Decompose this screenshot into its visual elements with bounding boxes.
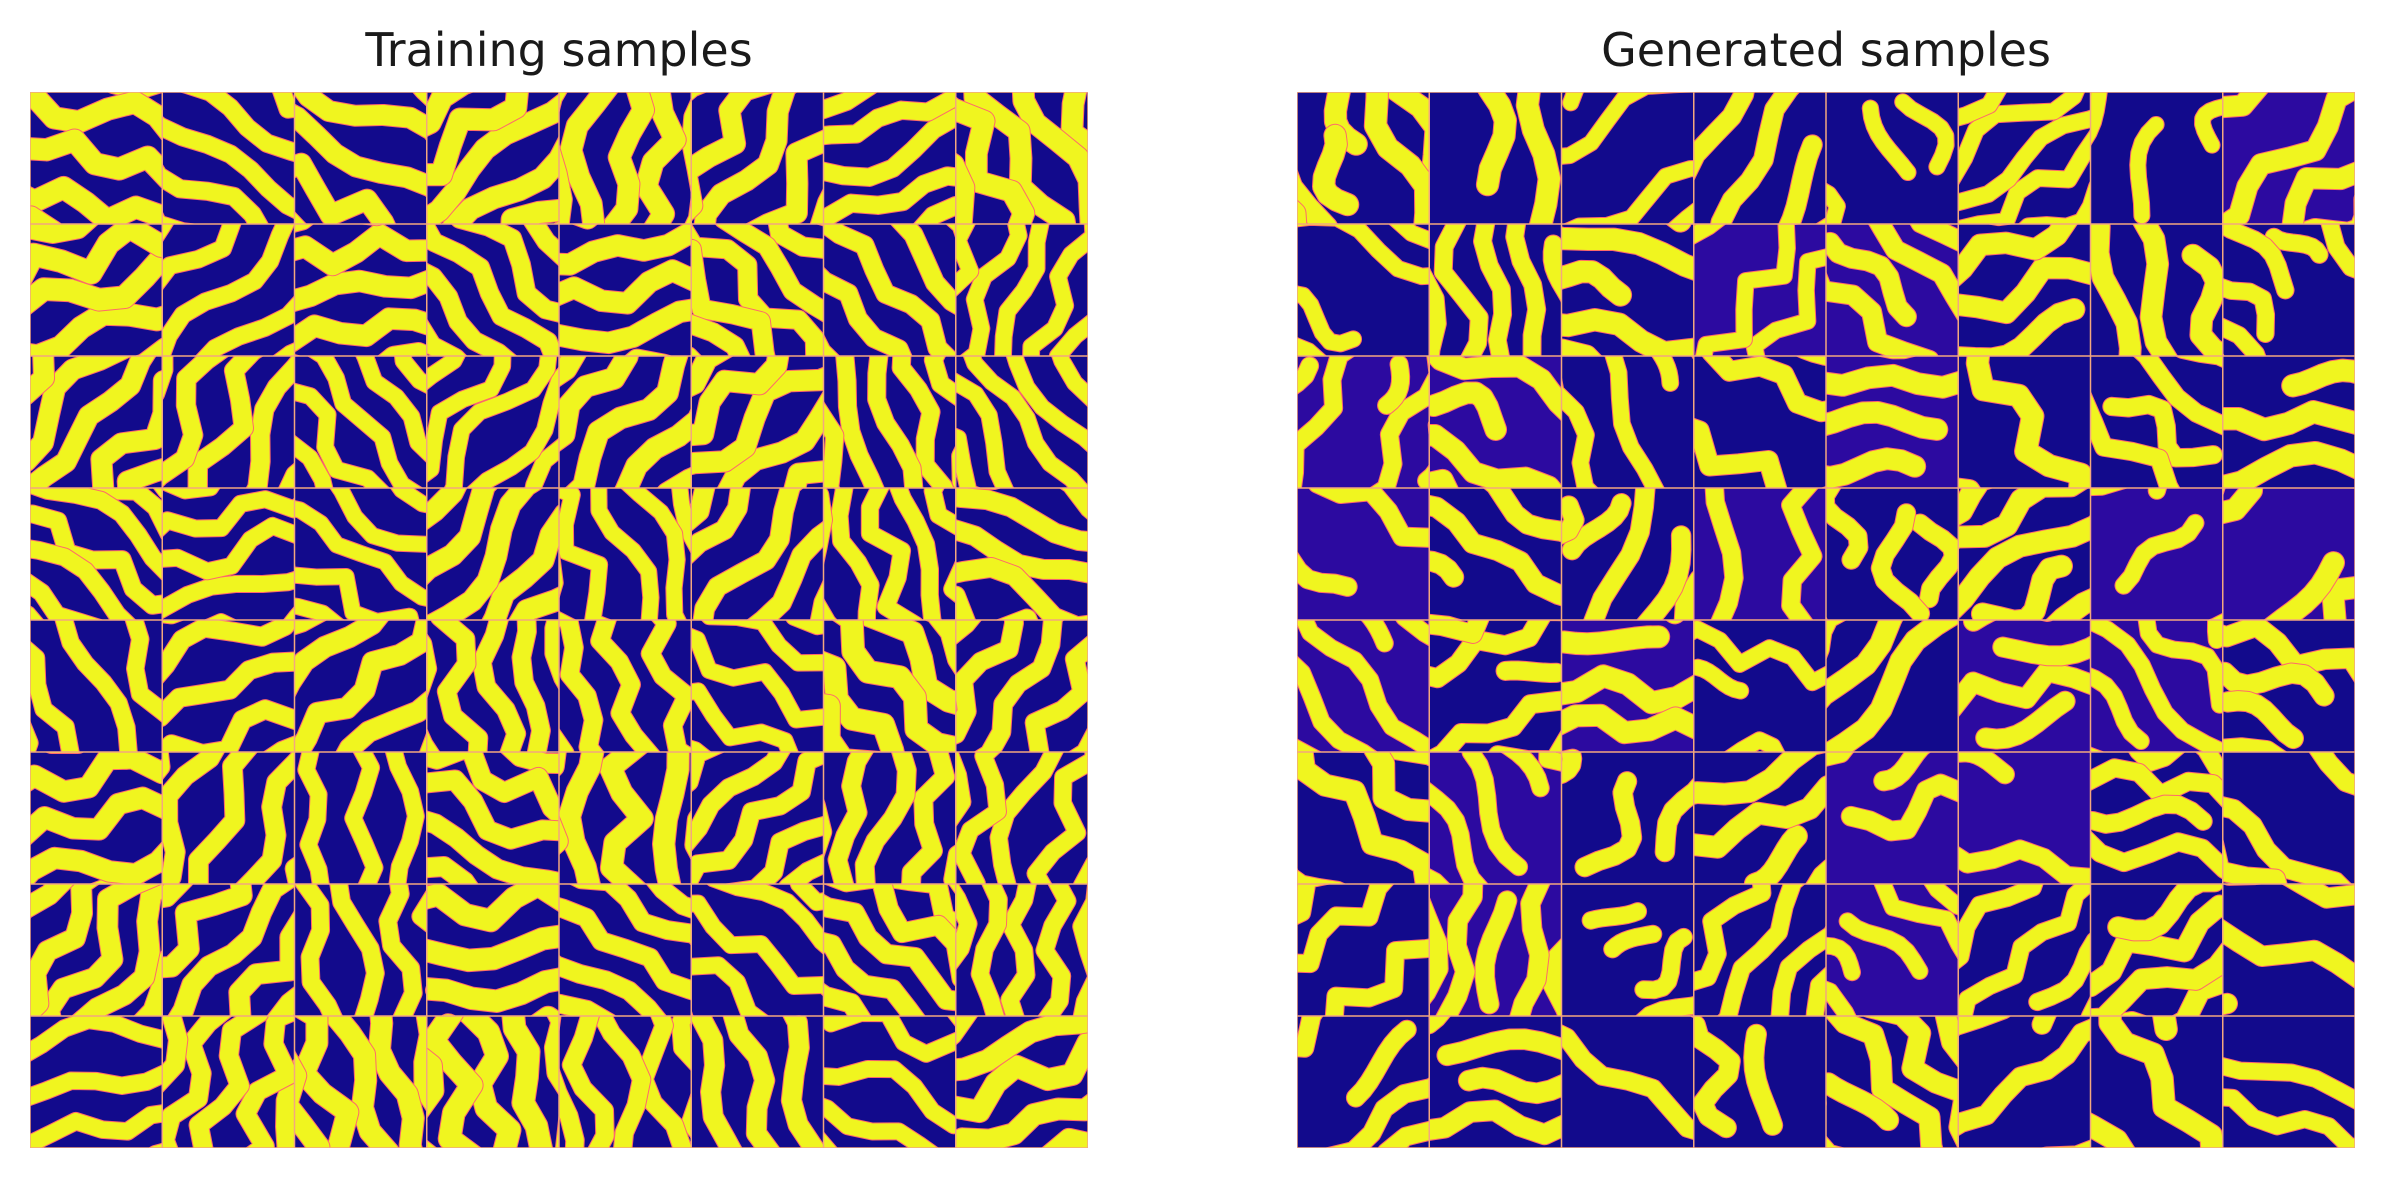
- tile-background: [1297, 488, 1429, 620]
- stripe: [1506, 671, 1557, 673]
- generated-samples-panel: Generated samples: [1297, 0, 2357, 1179]
- stripe: [1591, 911, 1638, 920]
- training-samples-grid: [30, 92, 1088, 1148]
- generated-samples-grid: [1297, 92, 2355, 1148]
- training-samples-panel: Training samples: [30, 0, 1090, 1179]
- stripe: [1564, 637, 1659, 644]
- panel-title-generated: Generated samples: [1297, 22, 2355, 78]
- panel-title-training: Training samples: [30, 22, 1088, 78]
